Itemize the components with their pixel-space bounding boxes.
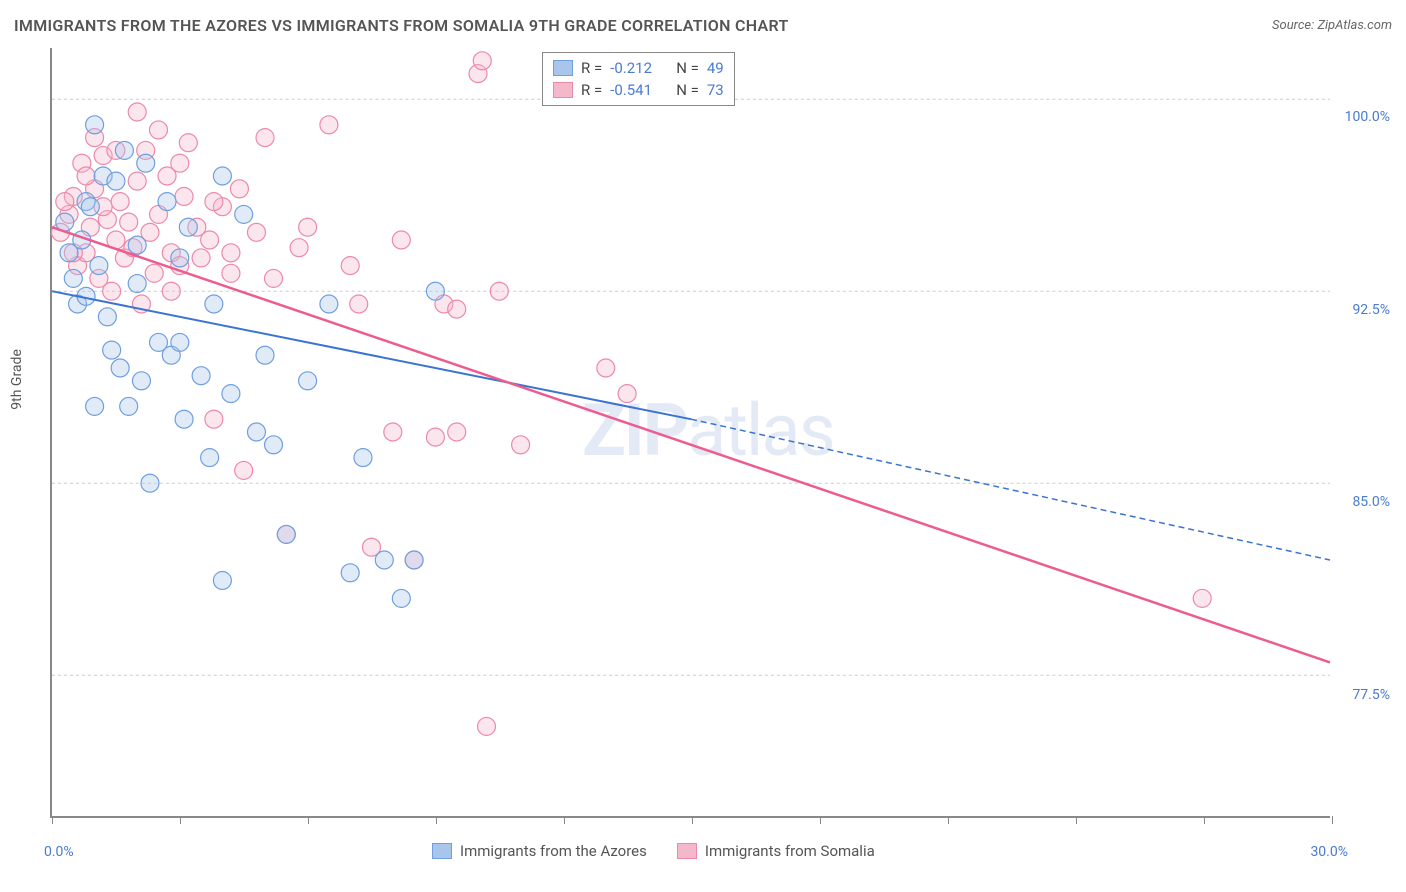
correlation-legend: R = -0.212 N = 49 R = -0.541 N = 73: [542, 52, 735, 106]
x-axis-label-min: 0.0%: [44, 844, 74, 860]
x-tick: [564, 816, 565, 824]
azores-n-value: 49: [707, 59, 724, 77]
source-name: ZipAtlas.com: [1317, 18, 1392, 33]
r-label: R =: [581, 81, 602, 99]
legend-row-azores: R = -0.212 N = 49: [553, 57, 724, 79]
legend-swatch-somalia: [553, 82, 573, 98]
x-tick: [308, 816, 309, 824]
y-tick-label: 100.0%: [1345, 109, 1390, 125]
azores-r-value: -0.212: [610, 59, 668, 77]
legend-swatch-somalia-icon: [677, 843, 697, 859]
legend-swatch-azores: [553, 60, 573, 76]
r-label: R =: [581, 59, 602, 77]
somalia-r-value: -0.541: [610, 81, 668, 99]
plot-area: 9th Grade ZIPatlas 77.5%85.0%92.5%100.0%…: [50, 48, 1330, 818]
y-tick-label: 77.5%: [1352, 687, 1390, 703]
legend-row-somalia: R = -0.541 N = 73: [553, 79, 724, 101]
plot-svg: [52, 48, 1330, 816]
x-tick: [692, 816, 693, 824]
x-tick: [948, 816, 949, 824]
x-tick: [180, 816, 181, 824]
x-tick: [820, 816, 821, 824]
series-legend: Immigrants from the Azores Immigrants fr…: [432, 842, 875, 860]
source-prefix: Source:: [1272, 18, 1317, 33]
chart-title: IMMIGRANTS FROM THE AZORES VS IMMIGRANTS…: [14, 16, 789, 35]
legend-label-azores: Immigrants from the Azores: [460, 842, 647, 860]
n-label: N =: [676, 59, 699, 77]
y-tick-label: 85.0%: [1352, 494, 1390, 510]
x-tick: [1332, 816, 1333, 824]
legend-item-azores: Immigrants from the Azores: [432, 842, 647, 860]
source-attribution: Source: ZipAtlas.com: [1272, 18, 1392, 33]
legend-swatch-azores-icon: [432, 843, 452, 859]
x-tick: [1204, 816, 1205, 824]
x-tick: [52, 816, 53, 824]
x-tick: [436, 816, 437, 824]
x-tick: [1076, 816, 1077, 824]
chart-header: IMMIGRANTS FROM THE AZORES VS IMMIGRANTS…: [14, 10, 1392, 40]
legend-label-somalia: Immigrants from Somalia: [705, 842, 875, 860]
somalia-n-value: 73: [707, 81, 724, 99]
y-tick-label: 92.5%: [1352, 302, 1390, 318]
legend-item-somalia: Immigrants from Somalia: [677, 842, 875, 860]
x-axis-label-max: 30.0%: [1310, 844, 1348, 860]
n-label: N =: [676, 81, 699, 99]
y-axis-title: 9th Grade: [9, 349, 25, 410]
